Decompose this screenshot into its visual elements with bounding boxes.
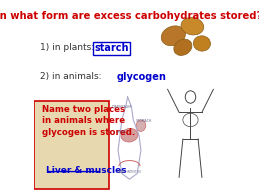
Text: DIAPHRAGM: DIAPHRAGM <box>112 105 132 108</box>
Text: glycogen: glycogen <box>116 72 166 82</box>
Text: 1) in plants:: 1) in plants: <box>40 43 100 52</box>
Text: 2) in animals:: 2) in animals: <box>40 72 110 81</box>
Text: starch: starch <box>94 43 129 54</box>
Text: Liver & muscles: Liver & muscles <box>46 166 126 175</box>
Ellipse shape <box>121 128 138 142</box>
Text: LIVER: LIVER <box>116 130 126 134</box>
FancyBboxPatch shape <box>34 101 109 189</box>
Ellipse shape <box>174 39 192 55</box>
Ellipse shape <box>136 120 146 131</box>
Ellipse shape <box>181 17 204 35</box>
Ellipse shape <box>193 36 211 51</box>
Text: LARGE INTESTINE: LARGE INTESTINE <box>117 171 142 174</box>
Text: STOMACH: STOMACH <box>136 119 152 123</box>
Text: In what form are excess carbohydrates stored?: In what form are excess carbohydrates st… <box>0 11 259 21</box>
Text: Name two places
in animals where
glycogen is stored.: Name two places in animals where glycoge… <box>42 105 135 137</box>
Ellipse shape <box>161 26 185 46</box>
